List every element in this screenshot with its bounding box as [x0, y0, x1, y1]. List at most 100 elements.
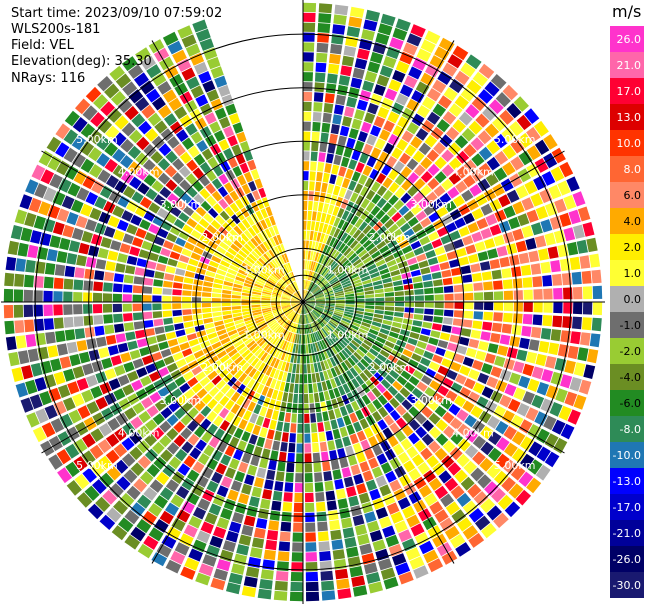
ray-gate	[317, 330, 323, 340]
ray-gate	[272, 272, 281, 280]
ray-gate	[56, 250, 68, 264]
ray-gate	[191, 344, 202, 353]
ray-gate	[330, 318, 339, 326]
ray-gate	[493, 291, 504, 300]
ray-gate	[309, 181, 315, 191]
ray-gate	[107, 108, 122, 123]
ray-gate	[281, 295, 291, 299]
ray-gate	[249, 342, 258, 352]
ray-gate	[375, 209, 386, 220]
ray-gate	[281, 304, 291, 307]
ray-gate	[420, 357, 431, 367]
ray-gate	[545, 385, 559, 400]
ray-gate	[410, 24, 426, 38]
ray-gate	[314, 307, 323, 313]
ray-gate	[124, 105, 139, 121]
ray-gate	[333, 286, 343, 292]
ray-gate	[481, 271, 492, 281]
ray-gate	[279, 381, 286, 392]
ray-gate	[481, 363, 493, 375]
ray-gate	[445, 390, 458, 402]
colorbar-swatch	[610, 182, 644, 208]
ray-gate	[284, 362, 290, 372]
ray-gate	[346, 212, 355, 223]
ray-gate	[79, 351, 91, 364]
ray-gate	[189, 447, 202, 460]
ray-gate	[312, 286, 320, 294]
ray-gate	[38, 150, 53, 167]
ray-gate	[395, 18, 411, 32]
ray-gate	[80, 123, 96, 139]
ray-gate	[293, 522, 303, 532]
ray-gate	[263, 286, 273, 292]
ray-gate	[197, 498, 211, 511]
ray-gate	[191, 365, 203, 376]
ray-gate	[82, 175, 96, 190]
ray-gate	[305, 302, 315, 305]
ray-gate	[394, 392, 406, 404]
ray-gate	[225, 411, 236, 423]
ray-gate	[294, 293, 301, 300]
ray-gate	[295, 292, 302, 300]
ray-gate	[23, 304, 34, 318]
ray-gate	[149, 391, 162, 404]
ray-gate	[190, 212, 202, 223]
ray-gate	[66, 252, 78, 265]
ray-gate	[204, 112, 217, 125]
ray-gate	[315, 320, 321, 330]
ray-gate	[300, 344, 303, 354]
ray-gate	[341, 178, 351, 189]
ray-gate	[204, 245, 216, 255]
ray-gate	[320, 570, 334, 581]
ray-gate	[220, 454, 232, 466]
ray-gate	[117, 98, 133, 113]
ray-gate	[282, 392, 289, 402]
ray-gate	[336, 417, 345, 428]
ray-gate	[490, 74, 507, 90]
ray-gate	[582, 286, 593, 300]
ray-gate	[325, 153, 334, 164]
ray-gate	[313, 362, 319, 373]
ray-gate	[531, 394, 545, 409]
ray-gate	[372, 411, 382, 422]
ray-gate	[312, 383, 318, 393]
ray-gate	[414, 347, 425, 356]
ray-gate	[152, 215, 164, 227]
ray-gate	[309, 251, 314, 261]
ray-gate	[210, 66, 224, 79]
ray-gate	[204, 512, 218, 525]
ray-gate	[482, 106, 497, 121]
ray-gate	[287, 286, 294, 294]
ray-gate	[314, 221, 320, 232]
ray-gate	[319, 280, 328, 288]
ray-gate	[202, 251, 213, 260]
ray-gate	[343, 247, 352, 257]
ray-gate	[229, 229, 239, 239]
ray-gate	[194, 61, 208, 75]
ray-gate	[236, 236, 246, 246]
ray-gate	[73, 456, 88, 472]
ray-gate	[178, 165, 191, 178]
ray-gate	[364, 312, 374, 317]
ray-gate	[241, 296, 251, 300]
ray-gate	[385, 470, 397, 483]
ray-gate	[358, 492, 371, 504]
ray-gate	[451, 267, 462, 276]
ray-gate	[146, 405, 159, 418]
ray-gate	[455, 542, 471, 557]
ray-gate	[353, 337, 363, 345]
ray-gate	[398, 452, 410, 464]
ray-gate	[359, 38, 373, 51]
ray-gate	[142, 295, 152, 302]
ray-gate	[456, 150, 470, 164]
ray-gate	[396, 359, 407, 369]
ray-gate	[184, 388, 196, 400]
ray-gate	[182, 224, 194, 235]
ray-gate	[88, 349, 100, 361]
ray-gate	[213, 568, 228, 581]
ray-gate	[135, 152, 149, 166]
ray-gate	[438, 95, 452, 109]
ray-gate	[487, 343, 499, 354]
ray-gate	[84, 268, 95, 280]
ray-gate	[186, 76, 200, 90]
